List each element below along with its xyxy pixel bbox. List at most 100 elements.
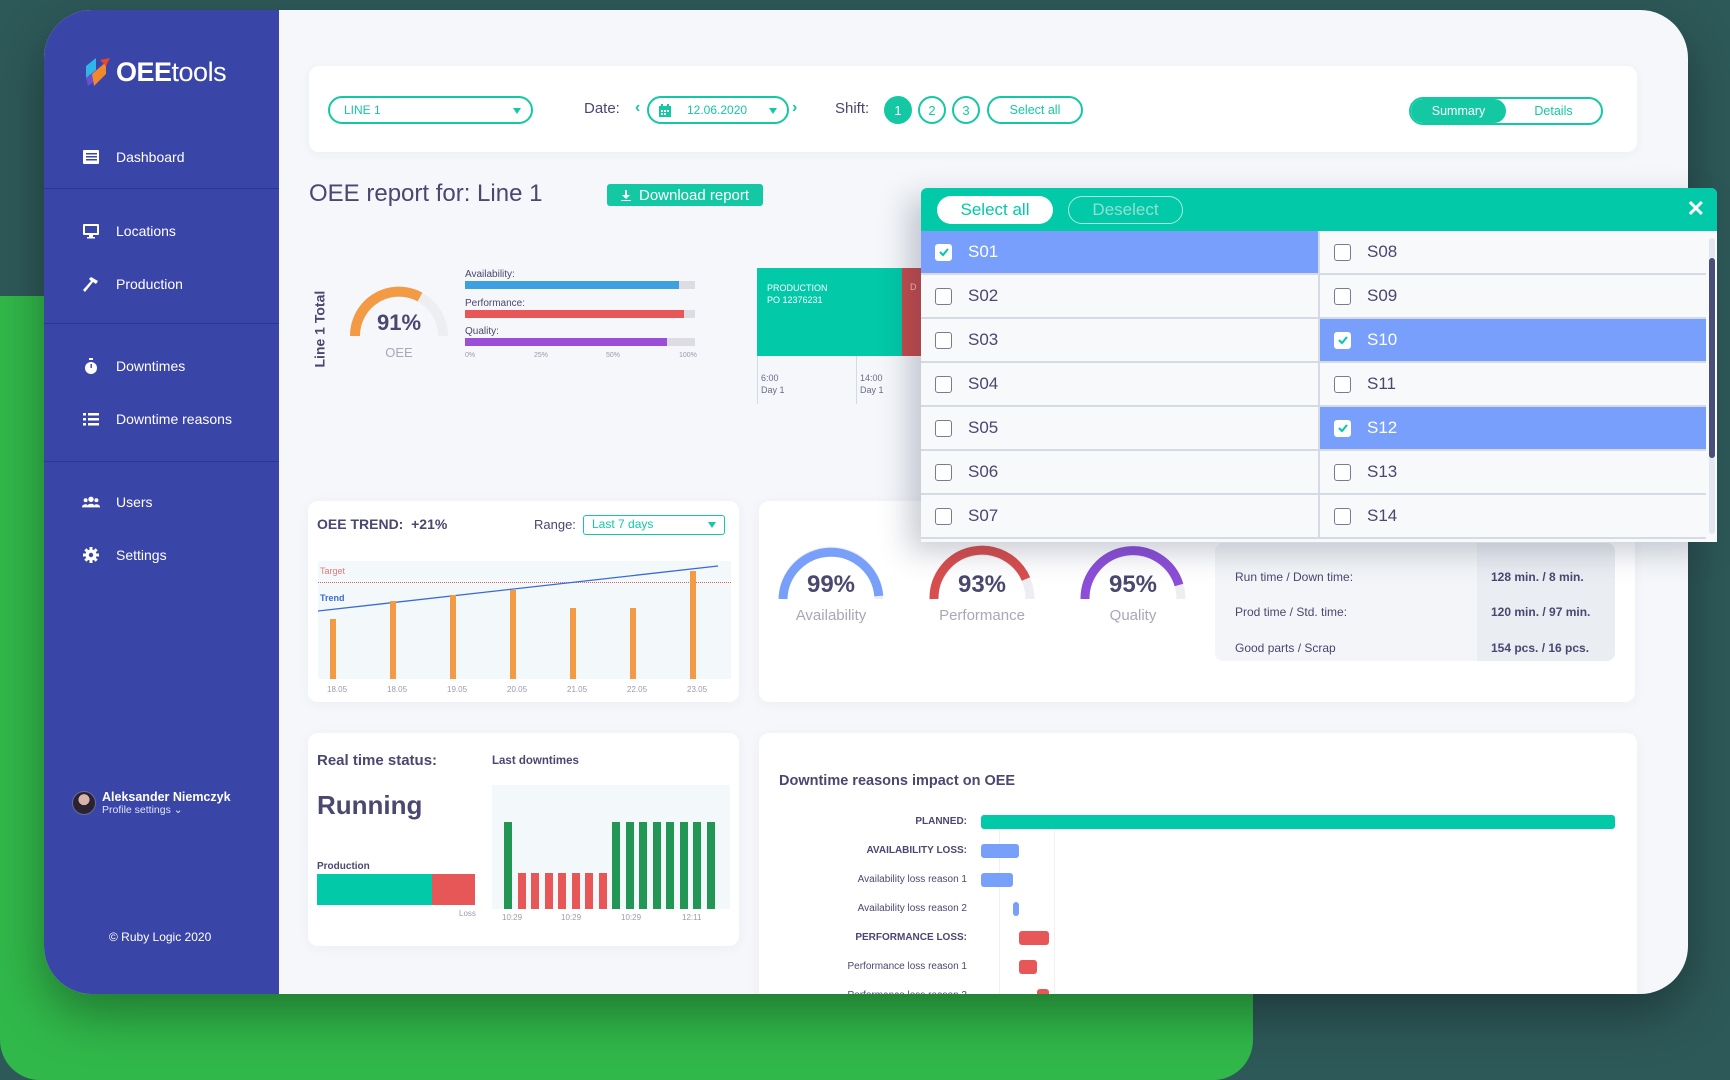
x-tick: 18.05 (327, 685, 348, 694)
chevron-down-icon (708, 522, 716, 528)
view-toggle: Summary Details (1409, 97, 1603, 125)
station-option-s13[interactable]: S13 (1318, 451, 1706, 495)
x-tick: 18.05 (387, 685, 408, 694)
scrollbar-thumb[interactable] (1709, 258, 1715, 458)
last-downtimes-title: Last downtimes (492, 755, 579, 767)
shift-2-button[interactable]: 2 (918, 96, 946, 124)
oee-trend-card: OEE TREND: +21% Range: Last 7 days Targe… (308, 501, 739, 702)
station-option-s09[interactable]: S09 (1318, 275, 1706, 319)
profile-menu[interactable]: Aleksander Niemczyk Profile settings ⌄ (72, 790, 231, 816)
line-select[interactable]: LINE 1 (328, 96, 533, 124)
download-report-button[interactable]: Download report (607, 184, 764, 206)
quality-value: 95% (1108, 571, 1158, 598)
sidebar-item-production[interactable]: Production (82, 275, 183, 293)
download-label: Download report (639, 186, 750, 204)
checkbox-checked[interactable] (1334, 419, 1351, 437)
avatar (72, 791, 96, 815)
reasons-title: Downtime reasons impact on OEE (779, 773, 1016, 789)
shift-3-button[interactable]: 3 (952, 96, 980, 124)
range-select[interactable]: Last 7 days (583, 515, 725, 535)
tab-summary[interactable]: Summary (1411, 99, 1506, 123)
calendar-icon (659, 104, 671, 117)
sidebar-item-label: Locations (116, 223, 176, 239)
sidebar-item-settings[interactable]: Settings (82, 546, 167, 564)
station-option-s01[interactable]: S01 (921, 231, 1318, 275)
station-select-popup: Select all Deselect ✕ S01 S02 S03 S04 S0… (921, 188, 1717, 542)
timeline-block-production[interactable]: PRODUCTION PO 12376231 (757, 268, 902, 356)
checkbox[interactable] (935, 463, 952, 481)
station-option-s11[interactable]: S11 (1318, 363, 1706, 407)
sidebar-item-dashboard[interactable]: Dashboard (82, 148, 185, 166)
axis-tick: 0% (465, 352, 476, 359)
tab-details[interactable]: Details (1534, 104, 1573, 118)
logo[interactable]: OEEtools (82, 56, 227, 88)
popup-scrollbar[interactable] (1709, 238, 1715, 534)
reason-label: PLANNED: (915, 816, 967, 827)
timeline-tick (856, 356, 857, 404)
status-value: Running (317, 790, 423, 820)
target-line (318, 582, 731, 583)
date-label: Date: (584, 100, 620, 117)
station-option-s12[interactable]: S12 (1318, 407, 1706, 451)
station-option-s03[interactable]: S03 (921, 319, 1318, 363)
checkbox[interactable] (935, 507, 952, 525)
quality-bar-label: Quality: (465, 326, 499, 337)
station-option-s04[interactable]: S04 (921, 363, 1318, 407)
sidebar-item-users[interactable]: Users (82, 493, 153, 511)
station-option-s02[interactable]: S02 (921, 275, 1318, 319)
sidebar-item-downtime-reasons[interactable]: Downtime reasons (82, 410, 232, 428)
reason-label: Performance loss reason 1 (847, 961, 967, 972)
popup-select-all-button[interactable]: Select all (937, 196, 1053, 224)
checkbox[interactable] (935, 331, 952, 349)
timeline-block-downtime[interactable]: D (902, 268, 922, 356)
nav-divider (44, 10, 279, 189)
line-select-value: LINE 1 (344, 103, 381, 117)
profile-settings-link[interactable]: Profile settings ⌄ (102, 804, 183, 816)
oee-gauge: 91% OEE (347, 280, 451, 370)
reason-label: Availability loss reason 1 (857, 874, 967, 885)
checkbox[interactable] (1334, 507, 1351, 525)
last-downtimes-chart (492, 785, 730, 909)
sidebar-item-label: Production (116, 276, 183, 292)
quality-gauge: 95% Quality (1079, 543, 1187, 633)
list-icon (83, 413, 99, 426)
date-picker[interactable]: 12.06.2020 (647, 96, 789, 124)
station-option-s10[interactable]: S10 (1318, 319, 1706, 363)
shift-1-button[interactable]: 1 (884, 96, 912, 124)
trend-label: Trend (320, 593, 345, 603)
checkbox[interactable] (935, 419, 952, 437)
checkbox[interactable] (1334, 463, 1351, 481)
grid-line (999, 821, 1000, 994)
checkbox[interactable] (1334, 287, 1351, 305)
checkbox[interactable] (1334, 375, 1351, 393)
checkbox[interactable] (935, 375, 952, 393)
sidebar-item-downtimes[interactable]: Downtimes (82, 357, 185, 375)
x-tick: 10:29 (502, 913, 523, 922)
x-tick: 20.05 (507, 685, 528, 694)
station-option-s07[interactable]: S07 (921, 495, 1318, 539)
popup-deselect-button[interactable]: Deselect (1068, 196, 1183, 224)
checkbox[interactable] (935, 287, 952, 305)
stopwatch-icon (85, 358, 97, 374)
reason-bar-availability-2 (1013, 902, 1019, 916)
sidebar-item-label: Dashboard (116, 149, 185, 165)
prev-date-button[interactable]: ‹ (635, 99, 641, 116)
copyright: © Ruby Logic 2020 (109, 930, 212, 944)
station-option-s05[interactable]: S05 (921, 407, 1318, 451)
station-option-s08[interactable]: S08 (1318, 231, 1706, 275)
availability-bar-label: Availability: (465, 269, 515, 280)
checkbox-checked[interactable] (935, 243, 952, 261)
loss-segment (432, 874, 475, 905)
station-option-s06[interactable]: S06 (921, 451, 1318, 495)
sidebar-item-locations[interactable]: Locations (82, 222, 176, 240)
timeline-tick-label: 14:00 Day 1 (860, 373, 884, 395)
sidebar-item-label: Users (116, 494, 153, 510)
shift-select-all-button[interactable]: Select all (987, 96, 1083, 124)
x-tick: 10:29 (561, 913, 582, 922)
production-label: Production (317, 861, 370, 872)
close-icon[interactable]: ✕ (1686, 196, 1705, 221)
checkbox[interactable] (1334, 243, 1351, 261)
checkbox-checked[interactable] (1334, 331, 1351, 349)
station-option-s14[interactable]: S14 (1318, 495, 1706, 539)
next-date-button[interactable]: › (792, 99, 798, 116)
